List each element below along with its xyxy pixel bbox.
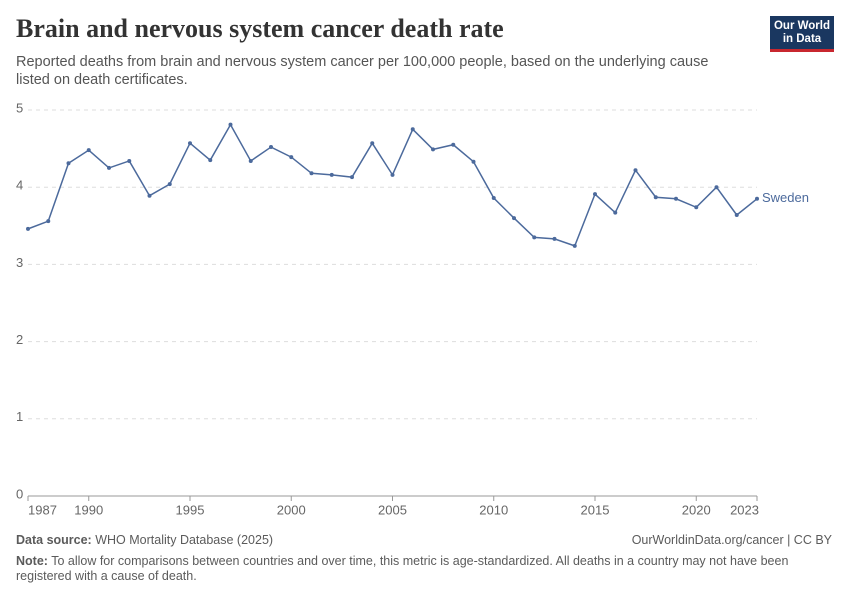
x-tick-label: 2020: [682, 502, 711, 517]
x-tick-label: 2000: [277, 502, 306, 517]
x-tick-label: 2015: [581, 502, 610, 517]
x-tick-label: 2005: [378, 502, 407, 517]
x-tick-label: 1990: [74, 502, 103, 517]
data-point: [572, 243, 577, 248]
data-point: [86, 148, 91, 153]
y-tick-label: 5: [16, 100, 23, 115]
y-tick-label: 1: [16, 409, 23, 424]
data-point: [127, 158, 132, 163]
data-point: [269, 145, 273, 150]
data-point: [694, 205, 699, 210]
data-point: [26, 226, 30, 231]
data-point: [491, 196, 496, 201]
data-point: [410, 127, 415, 132]
logo-line: Our World: [773, 20, 830, 32]
data-point: [329, 172, 334, 177]
data-point: [390, 172, 395, 177]
chart-subtitle: Reported deaths from brain and nervous s…: [16, 54, 709, 88]
data-point: [248, 158, 253, 163]
series-line: [27, 123, 758, 247]
note-label: Note:: [16, 554, 48, 568]
x-tick-label: 2023: [730, 502, 759, 517]
data-point: [674, 196, 678, 201]
data-point: [532, 235, 537, 240]
y-tick-label: 4: [16, 178, 23, 193]
data-point: [633, 168, 638, 173]
data-point: [350, 175, 354, 180]
logo-line: in Data: [782, 33, 822, 45]
data-point: [208, 158, 213, 163]
data-point: [755, 196, 759, 201]
data-point: [653, 195, 658, 200]
data-point: [289, 155, 294, 160]
data-point: [188, 141, 192, 146]
data-point: [471, 159, 476, 164]
data-point: [613, 210, 618, 215]
data-point: [66, 161, 71, 166]
data-point: [512, 216, 516, 221]
data-point: [552, 236, 557, 241]
data-point: [714, 185, 719, 190]
credit[interactable]: OurWorldinData.org/cancer | CC BY: [631, 533, 832, 547]
x-tick-label: 2010: [479, 502, 508, 517]
data-point: [46, 219, 51, 224]
logo[interactable]: Our World in Data: [770, 16, 834, 52]
note-text: To allow for comparisons between countri…: [16, 554, 789, 583]
data-point: [370, 141, 375, 146]
note: Note: To allow for comparisons between c…: [16, 554, 816, 584]
y-tick-label: 0: [16, 486, 23, 501]
source-label: Data source:: [16, 533, 92, 547]
y-tick-label: 2: [16, 332, 23, 347]
data-point: [147, 193, 152, 198]
data-point: [309, 171, 314, 176]
chart-title: Brain and nervous system cancer death ra…: [16, 14, 504, 43]
data-point: [734, 212, 739, 217]
source: Data source: WHO Mortality Database (202…: [16, 533, 273, 547]
y-tick-label: 3: [16, 255, 23, 270]
data-point: [228, 122, 233, 127]
data-point: [451, 142, 456, 147]
series-label: Sweden: [762, 190, 809, 205]
x-tick-label: 1995: [176, 502, 205, 517]
data-point: [107, 165, 111, 170]
data-point: [431, 147, 435, 152]
source-text: WHO Mortality Database (2025): [95, 533, 274, 547]
data-point: [167, 182, 172, 187]
x-tick-label: 1987: [28, 502, 57, 517]
data-point: [593, 192, 597, 197]
